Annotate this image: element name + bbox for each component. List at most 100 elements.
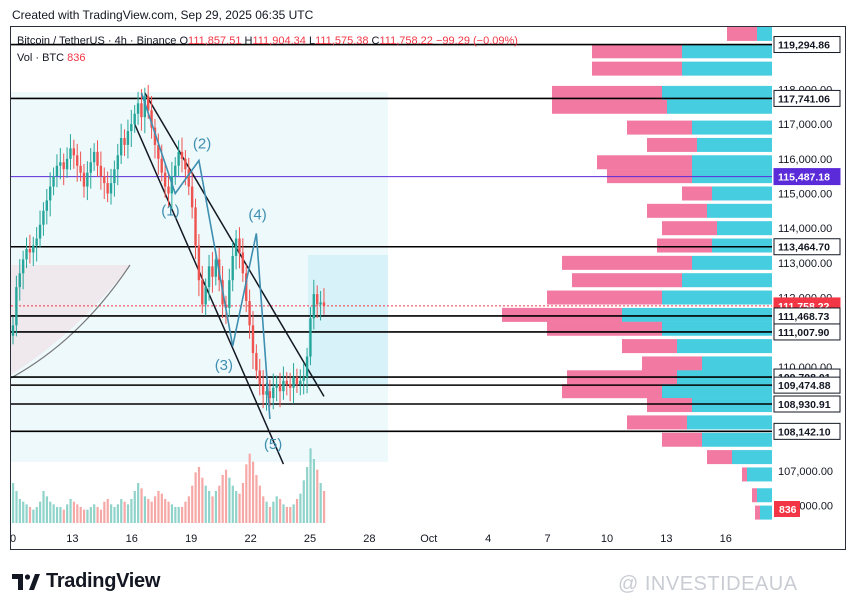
candle-body — [42, 210, 45, 225]
candle-body — [197, 245, 201, 281]
x-axis-tick-label: 0 — [10, 533, 16, 545]
volume-bar — [28, 507, 32, 523]
volume-bar — [42, 491, 45, 523]
volume-profile-up-bar — [682, 61, 772, 76]
price-level-label: 108,142.10 — [778, 426, 831, 438]
curved-arc — [10, 264, 131, 379]
volume-bar — [218, 485, 221, 523]
volume-profile-up-bar — [757, 488, 772, 503]
volume-profile-down-bar — [647, 203, 707, 218]
candle-body — [268, 391, 272, 399]
volume-bar — [245, 464, 248, 523]
candle-body — [113, 169, 116, 184]
candle-body — [38, 224, 42, 239]
volume-profile-up-bar — [702, 356, 772, 371]
volume-bar — [123, 501, 126, 523]
candle-body — [163, 172, 167, 187]
volume-legend[interactable]: Vol · BTC 836 — [17, 52, 86, 64]
volume-bar — [116, 504, 119, 523]
volume-bar — [79, 507, 82, 523]
price-level-label-box — [773, 168, 841, 186]
volume-bar — [59, 507, 62, 523]
volume-bar — [69, 499, 72, 523]
volume-bar — [316, 469, 319, 523]
volume-profile-up-bar — [622, 307, 772, 322]
symbol-legend[interactable]: Bitcoin / TetherUS · 4h · Binance O111,8… — [17, 35, 518, 47]
volume-profile-down-bar — [547, 290, 662, 305]
candle-body — [285, 380, 288, 385]
candle-body — [133, 113, 136, 125]
volume-bar — [126, 504, 130, 523]
volume-bar — [302, 480, 305, 523]
price-level-label: 119,294.86 — [778, 40, 830, 52]
volume-profile-up-bar — [662, 290, 772, 305]
volume-bar — [295, 499, 299, 523]
candle-body — [322, 302, 326, 306]
candle-body — [275, 384, 278, 388]
volume-profile-up-bar — [697, 137, 772, 152]
volume-bar — [140, 488, 143, 523]
x-axis-tick-label: 10 — [601, 533, 613, 545]
candle-body — [106, 183, 109, 194]
volume-bar — [86, 509, 89, 523]
y-axis-tick-label: 113,000.00 — [778, 258, 832, 270]
candle-body — [96, 151, 99, 166]
candle-body — [184, 158, 187, 170]
volume-bar — [228, 477, 231, 523]
symbol-name[interactable]: Bitcoin / TetherUS · 4h · Binance — [17, 35, 177, 47]
volume-bar — [285, 507, 288, 523]
volume-profile-up-bar — [692, 398, 772, 413]
price-level-label-box — [773, 395, 841, 413]
candle-body — [69, 148, 72, 159]
candle-body — [177, 151, 180, 166]
volume-profile-down-bar — [502, 307, 622, 322]
volume-bar — [181, 507, 184, 523]
volume-profile-up-bar — [757, 26, 772, 41]
volume-bar — [248, 453, 251, 523]
elliott-wave-path — [140, 92, 271, 420]
x-axis-tick-label: 16 — [720, 533, 732, 545]
candle-body — [15, 287, 18, 326]
candle-body — [25, 248, 28, 260]
volume-profile-up-bar — [712, 186, 772, 201]
tradingview-logo[interactable]: TradingView — [12, 570, 160, 593]
volume-bar — [312, 459, 316, 523]
volume-bar — [224, 469, 228, 523]
y-axis-tick-label: 116,000.00 — [778, 154, 832, 166]
volume-bar — [306, 467, 309, 523]
volume-bar — [96, 507, 99, 523]
candle-body — [201, 280, 204, 305]
candle-body — [214, 259, 217, 277]
volume-bar — [235, 491, 238, 523]
volume-bar — [103, 501, 106, 523]
candle-body — [119, 137, 123, 156]
candle-body — [65, 158, 69, 170]
volume-profile-down-bar — [562, 255, 692, 270]
candle-body — [187, 169, 190, 187]
volume-bar — [214, 491, 217, 523]
created-with-text: Created with TradingView.com, Sep 29, 20… — [12, 8, 314, 22]
candle-body — [62, 162, 65, 170]
volume-label[interactable]: Vol · BTC — [17, 52, 65, 64]
candle-body — [72, 148, 76, 156]
price-level-label: 115,487.18 — [778, 172, 830, 184]
y-axis-tick-label: 117,000.00 — [778, 119, 832, 131]
volume-bar — [15, 491, 18, 523]
volume-bar — [55, 507, 59, 523]
candle-body — [21, 259, 25, 274]
candle-body — [305, 356, 309, 378]
candle-body — [157, 144, 160, 159]
volume-bar — [133, 491, 136, 523]
candle-body — [190, 186, 194, 208]
volume-bar — [120, 499, 123, 523]
volume-bar — [39, 501, 42, 523]
x-axis-tick-label: 4 — [485, 533, 491, 545]
candle-body — [82, 172, 86, 187]
volume-bar — [167, 501, 170, 523]
volume-bar — [130, 499, 133, 523]
volume-bar — [238, 493, 241, 523]
volume-bar — [275, 496, 278, 523]
high-label: H — [244, 35, 253, 47]
volume-profile-up-bar — [692, 120, 772, 135]
